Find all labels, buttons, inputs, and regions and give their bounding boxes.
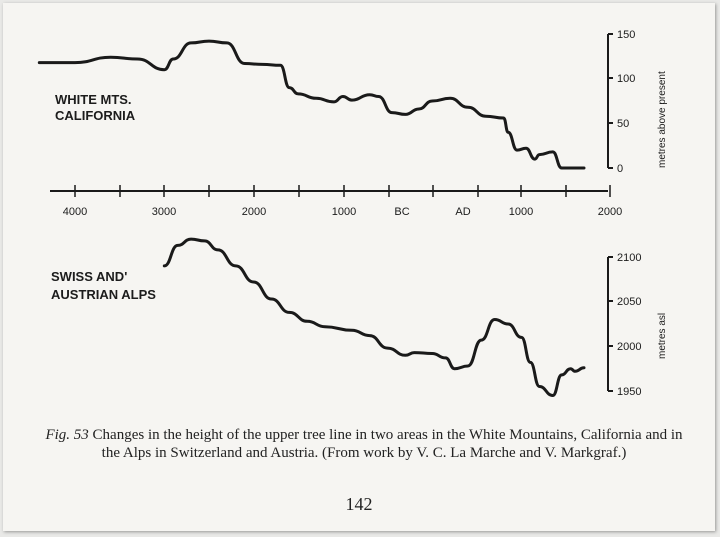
xtick-ad: AD xyxy=(455,206,470,218)
bottom-y-axis: 2100 2050 2000 1950 metres asl xyxy=(607,252,668,398)
xtick-2000bc: 2000 xyxy=(242,206,266,218)
top-ytick-150: 150 xyxy=(617,29,635,41)
top-series-label-line2: CALIFORNIA xyxy=(55,108,136,123)
bottom-series-label-line2: AUSTRIAN ALPS xyxy=(51,287,156,302)
figure-number: Fig. 53 xyxy=(45,427,89,443)
xtick-bc: BC xyxy=(394,206,409,218)
top-ytick-0: 0 xyxy=(617,163,623,175)
xtick-3000bc: 3000 xyxy=(152,206,176,218)
top-series-label-line1: WHITE MTS. xyxy=(55,92,132,107)
top-y-axis: 150 100 50 0 metres above present xyxy=(607,29,668,175)
bottom-ytick-2000: 2000 xyxy=(617,341,641,353)
xtick-2000ad: 2000 xyxy=(598,206,622,218)
bottom-ytick-1950: 1950 xyxy=(617,386,641,398)
xtick-4000bc: 4000 xyxy=(63,206,87,218)
bottom-ytick-2050: 2050 xyxy=(617,296,641,308)
figure-caption: Fig. 53 Changes in the height of the upp… xyxy=(43,426,685,462)
xtick-1000ad: 1000 xyxy=(509,206,533,218)
x-axis: 4000 3000 2000 1000 BC AD 1000 2000 xyxy=(50,185,622,218)
white-mts-series-line xyxy=(37,39,586,170)
bottom-ytick-2100: 2100 xyxy=(617,252,641,264)
page-number: 142 xyxy=(345,494,373,514)
top-ytick-100: 100 xyxy=(617,73,635,85)
caption-text: Changes in the height of the upper tree … xyxy=(88,427,683,461)
xtick-1000bc: 1000 xyxy=(332,206,356,218)
tree-line-figure: 150 100 50 0 metres above present 4000 3… xyxy=(37,29,668,398)
top-y-axis-title: metres above present xyxy=(657,71,668,168)
bottom-y-axis-title: metres asl xyxy=(657,313,668,359)
bottom-series-label-line1: SWISS AND' xyxy=(51,269,127,284)
book-page: 150 100 50 0 metres above present 4000 3… xyxy=(3,3,715,531)
alps-series-line xyxy=(162,237,586,397)
top-ytick-50: 50 xyxy=(617,118,629,130)
